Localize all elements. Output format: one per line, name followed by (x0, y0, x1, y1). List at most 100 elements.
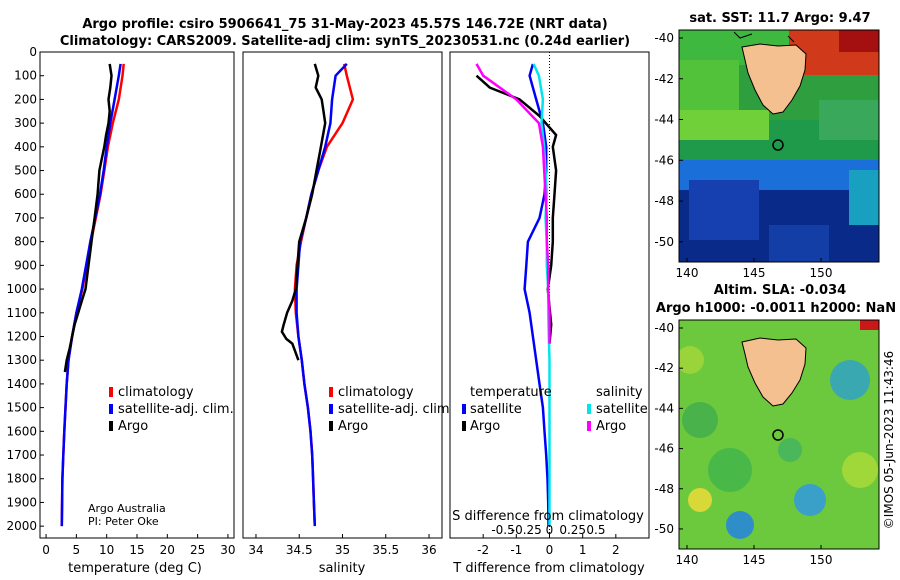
sst-map-ticks: -40 -42 -44 -46 -48 -50 140 145 150 (654, 31, 832, 280)
depth-tick-label: 1100 (6, 306, 37, 320)
temperature-x-ticks: 0 5 10 15 20 25 30 (42, 534, 236, 557)
s-diff-tick-label: -0.5 (491, 523, 514, 537)
x-tick-label: 0 (42, 543, 50, 557)
temperature-legend: climatology satellite-adj. clim. Argo (109, 385, 234, 434)
depth-tick-label: 1500 (6, 401, 37, 415)
x-tick-label: 36 (421, 543, 436, 557)
map-y-tick-label: -44 (654, 401, 674, 415)
temperature-axes-frame (39, 51, 235, 539)
s-diff-tick-label: 0.25 (559, 523, 586, 537)
map-x-tick-label: 145 (743, 266, 766, 280)
legend-label-argo: Argo (338, 419, 368, 434)
map-x-tick-label: 140 (676, 266, 699, 280)
series-line-temperature-satellite (523, 63, 550, 527)
tasmania-land (741, 43, 807, 115)
x-tick-label: 10 (99, 543, 114, 557)
sla-map-title-line1: Altim. SLA: -0.034 (714, 283, 846, 298)
legend-label-climatology: climatology (118, 385, 194, 400)
legend-swatch-climatology (109, 387, 113, 397)
depth-tick-label: 500 (14, 164, 37, 178)
temperature-xlabel: temperature (deg C) (68, 561, 202, 576)
legend-label-climatology: climatology (338, 385, 414, 400)
depth-tick-label: 900 (14, 258, 37, 272)
depth-tick-label: 600 (14, 187, 37, 201)
sla-map-ticks: -40 -42 -44 -46 -48 -50 140 145 150 (654, 321, 832, 567)
map-x-tick-label: 145 (743, 553, 766, 567)
map-y-tick-label: -46 (654, 442, 674, 456)
depth-tick-label: 1800 (6, 472, 37, 486)
x-tick-label: 2 (612, 543, 620, 557)
depth-tick-label: 2000 (6, 519, 37, 533)
sst-map-image (679, 30, 879, 262)
map-x-tick-label: 140 (676, 553, 699, 567)
salinity-difference-ticks: -0.5-0.25 0 0.25 0.5 (491, 523, 605, 537)
map-y-tick-label: -42 (654, 72, 674, 86)
legend-label-s-satellite: satellite (596, 402, 648, 417)
map-y-tick-label: -46 (654, 153, 674, 167)
difference-legend: temperature salinity satellite Argo sate… (462, 385, 648, 434)
legend-label-s-argo: Argo (596, 419, 626, 434)
map-y-tick-label: -40 (654, 321, 674, 335)
imos-timestamp: ©IMOS 05-Jun-2023 11:43:46 (882, 351, 896, 529)
depth-tick-label: 1000 (6, 282, 37, 296)
sla-map-title-line2: Argo h1000: -0.0011 h2000: NaN (656, 301, 896, 316)
map-y-tick-label: -44 (654, 113, 674, 127)
temperature-lines (60, 63, 125, 527)
map-y-tick-label: -48 (654, 482, 674, 496)
x-tick-label: 20 (160, 543, 175, 557)
legend-swatch-argo (109, 421, 113, 431)
depth-tick-label: 800 (14, 235, 37, 249)
legend-label-argo: Argo (118, 419, 148, 434)
s-diff-tick-label: -0.25 (511, 523, 542, 537)
salinity-x-ticks: 34 34.5 35 35.5 36 (248, 534, 437, 557)
depth-tick-label: 1700 (6, 448, 37, 462)
legend-swatch-satellite (109, 404, 113, 414)
series-line-argo (280, 63, 327, 361)
difference-xlabel: T difference from climatology (452, 561, 645, 576)
salinity-axes-frame (242, 51, 443, 539)
figure-title-line2: Climatology: CARS2009. Satellite-adj cli… (60, 34, 630, 49)
sst-map: sat. SST: 11.7 Argo: 9.47 -40-42-44-46-4… (654, 11, 880, 280)
sla-map-image (679, 320, 879, 549)
legend-header-salinity: salinity (596, 385, 643, 400)
map-y-tick-label: -50 (654, 522, 674, 536)
depth-tick-label: 1600 (6, 424, 37, 438)
tasmania-land (741, 337, 807, 407)
legend-swatch-satellite (329, 404, 333, 414)
difference-x-ticks: -2 -1 0 1 2 (477, 534, 620, 557)
x-tick-label: -2 (477, 543, 489, 557)
sst-map-title: sat. SST: 11.7 Argo: 9.47 (689, 11, 870, 26)
depth-tick-label: 1200 (6, 329, 37, 343)
legend-swatch-argo (329, 421, 333, 431)
x-tick-label: 25 (190, 543, 205, 557)
figure-title-line1: Argo profile: csiro 5906641_75 31-May-20… (82, 17, 607, 32)
depth-tick-label: 400 (14, 140, 37, 154)
salinity-lines (280, 63, 355, 527)
map-y-tick-label: -42 (654, 361, 674, 375)
series-line-satellite-adj-clim- (60, 63, 122, 527)
difference-panel: -2 -1 0 1 2 S difference from climatology -0… (449, 51, 650, 576)
x-tick-label: -1 (510, 543, 522, 557)
x-tick-label: 5 (73, 543, 81, 557)
x-tick-label: 35.5 (372, 543, 399, 557)
x-tick-label: 34.5 (286, 543, 313, 557)
sla-map: Altim. SLA: -0.034 Argo h1000: -0.0011 h… (654, 283, 896, 567)
depth-tick-label: 1300 (6, 353, 37, 367)
x-tick-label: 0 (546, 543, 554, 557)
depth-tick-label: 1900 (6, 495, 37, 509)
legend-swatch-climatology (329, 387, 333, 397)
map-y-tick-label: -40 (654, 31, 674, 45)
salinity-xlabel: salinity (319, 561, 366, 576)
depth-tick-label: 1400 (6, 377, 37, 391)
legend-label-satellite: satellite-adj. clim. (118, 402, 234, 417)
legend-label-t-argo: Argo (470, 419, 500, 434)
legend-label-satellite: satellite-adj. clim. (338, 402, 454, 417)
x-tick-label: 1 (579, 543, 587, 557)
legend-swatch-t-satellite (462, 404, 466, 414)
legend-label-t-satellite: satellite (470, 402, 522, 417)
depth-tick-label: 200 (14, 92, 37, 106)
legend-header-temperature: temperature (470, 385, 552, 400)
depth-tick-label: 100 (14, 69, 37, 83)
difference-top-xlabel: S difference from climatology (452, 509, 644, 524)
map-x-tick-label: 150 (810, 266, 833, 280)
